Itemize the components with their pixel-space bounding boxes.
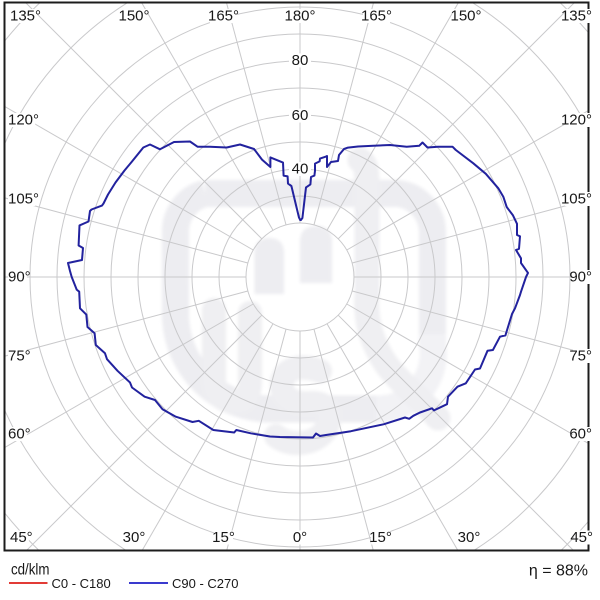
svg-text:75°: 75° (569, 348, 592, 365)
svg-text:120°: 120° (8, 112, 39, 129)
svg-text:75°: 75° (8, 348, 31, 365)
svg-text:165°: 165° (361, 8, 392, 25)
svg-text:90°: 90° (569, 269, 592, 286)
svg-text:C90 - C270: C90 - C270 (172, 576, 238, 591)
svg-text:η = 88%: η = 88% (529, 563, 588, 580)
svg-text:40: 40 (292, 161, 309, 178)
svg-text:15°: 15° (369, 529, 392, 546)
svg-text:C0 - C180: C0 - C180 (52, 576, 111, 591)
svg-text:105°: 105° (8, 191, 39, 208)
svg-text:15°: 15° (212, 529, 235, 546)
svg-text:30°: 30° (458, 529, 481, 546)
svg-text:60°: 60° (8, 426, 31, 443)
svg-text:105°: 105° (561, 191, 592, 208)
svg-text:180°: 180° (284, 8, 315, 25)
svg-text:135°: 135° (561, 8, 592, 25)
svg-text:150°: 150° (450, 8, 481, 25)
svg-text:45°: 45° (10, 529, 33, 546)
svg-text:0°: 0° (293, 529, 307, 546)
svg-text:80: 80 (292, 52, 309, 69)
svg-text:45°: 45° (570, 529, 593, 546)
svg-text:150°: 150° (118, 8, 149, 25)
svg-text:60: 60 (292, 107, 309, 124)
svg-text:135°: 135° (10, 8, 41, 25)
svg-text:30°: 30° (123, 529, 146, 546)
svg-text:60°: 60° (569, 426, 592, 443)
svg-text:90°: 90° (8, 269, 31, 286)
svg-text:165°: 165° (208, 8, 239, 25)
svg-text:cd/klm: cd/klm (11, 562, 49, 579)
svg-text:120°: 120° (561, 112, 592, 129)
